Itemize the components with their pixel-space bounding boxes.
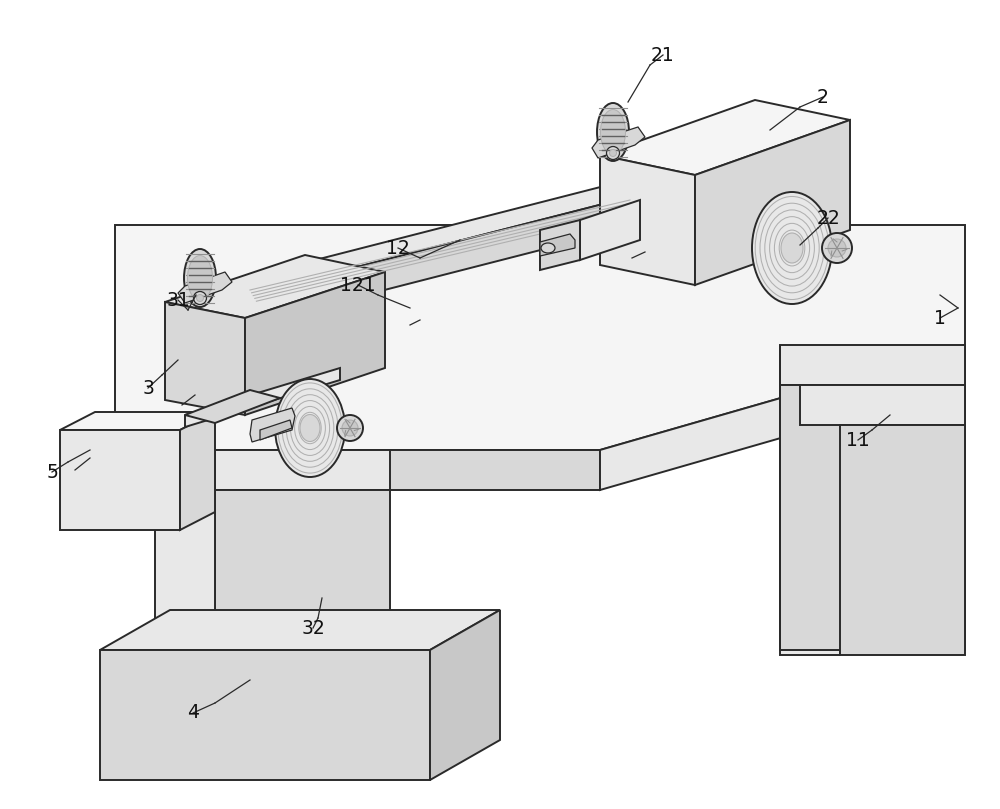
Ellipse shape: [600, 109, 626, 155]
Ellipse shape: [597, 103, 629, 161]
Polygon shape: [165, 302, 245, 415]
Ellipse shape: [275, 379, 345, 477]
Polygon shape: [695, 120, 850, 285]
Polygon shape: [245, 182, 650, 288]
Polygon shape: [155, 450, 215, 700]
Polygon shape: [540, 234, 575, 256]
Polygon shape: [540, 220, 580, 270]
Polygon shape: [245, 272, 385, 415]
Ellipse shape: [822, 233, 852, 263]
Text: 22: 22: [816, 209, 840, 227]
Polygon shape: [430, 610, 500, 780]
Polygon shape: [178, 272, 232, 303]
Polygon shape: [115, 450, 600, 490]
Ellipse shape: [606, 146, 620, 159]
Polygon shape: [840, 425, 965, 655]
Text: 21: 21: [651, 45, 675, 65]
Text: 11: 11: [846, 430, 870, 450]
Text: 31: 31: [166, 290, 190, 310]
Polygon shape: [180, 412, 215, 530]
Ellipse shape: [188, 256, 212, 300]
Polygon shape: [115, 225, 965, 450]
Polygon shape: [780, 385, 965, 650]
Text: 3: 3: [142, 379, 154, 397]
Text: 4: 4: [187, 704, 199, 722]
Polygon shape: [100, 610, 500, 650]
Polygon shape: [275, 192, 650, 318]
Text: 5: 5: [46, 463, 58, 481]
Polygon shape: [185, 368, 340, 427]
Polygon shape: [780, 345, 965, 385]
Polygon shape: [155, 450, 215, 490]
Ellipse shape: [342, 420, 358, 436]
Polygon shape: [260, 420, 292, 440]
Polygon shape: [600, 100, 850, 175]
Polygon shape: [580, 200, 640, 260]
Ellipse shape: [610, 150, 616, 156]
Polygon shape: [60, 430, 180, 530]
Polygon shape: [215, 450, 390, 490]
Polygon shape: [600, 155, 695, 285]
Ellipse shape: [196, 294, 204, 302]
Text: 2: 2: [817, 87, 829, 107]
Text: 1: 1: [934, 308, 946, 328]
Ellipse shape: [337, 415, 363, 441]
Polygon shape: [215, 490, 390, 700]
Polygon shape: [185, 390, 280, 423]
Polygon shape: [100, 650, 430, 780]
Ellipse shape: [752, 192, 832, 304]
Text: 32: 32: [301, 619, 325, 637]
Polygon shape: [60, 412, 215, 430]
Polygon shape: [600, 345, 965, 490]
Text: 121: 121: [340, 276, 376, 294]
Polygon shape: [780, 345, 840, 655]
Ellipse shape: [184, 249, 216, 307]
Ellipse shape: [781, 233, 803, 263]
Polygon shape: [165, 255, 385, 318]
Ellipse shape: [828, 239, 846, 257]
Polygon shape: [592, 127, 645, 158]
Ellipse shape: [300, 414, 320, 442]
Polygon shape: [800, 385, 965, 425]
Text: 12: 12: [386, 239, 410, 257]
Polygon shape: [250, 408, 295, 442]
Polygon shape: [245, 278, 275, 318]
Ellipse shape: [541, 243, 555, 253]
Ellipse shape: [194, 291, 207, 304]
